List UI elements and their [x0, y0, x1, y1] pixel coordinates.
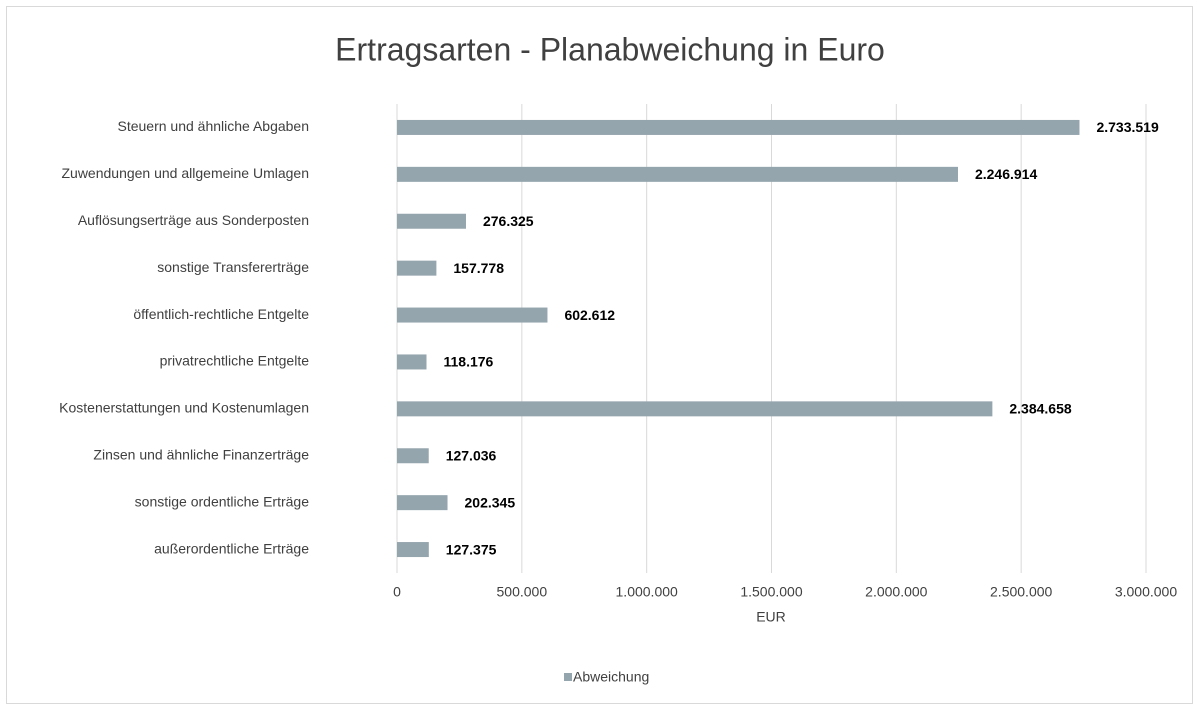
- x-tick-label: 1.500.000: [740, 584, 802, 600]
- x-tick-label: 1.000.000: [616, 584, 678, 600]
- value-label: 2.384.658: [1009, 401, 1071, 417]
- bar: [397, 213, 466, 229]
- y-tick-label: außerordentliche Erträge: [154, 540, 309, 556]
- bar: [397, 542, 429, 558]
- value-label: 2.246.914: [975, 166, 1037, 182]
- x-tick-label: 2.500.000: [990, 584, 1052, 600]
- value-label: 127.036: [446, 447, 497, 463]
- value-label: 202.345: [465, 494, 516, 510]
- bar: [397, 354, 427, 370]
- x-tick-label: 3.000.000: [1115, 584, 1177, 600]
- legend-swatch: [564, 673, 572, 681]
- bar: [397, 495, 448, 511]
- bar: [397, 307, 548, 323]
- value-label: 157.778: [453, 260, 504, 276]
- y-tick-label: Auflösungserträge aus Sonderposten: [78, 212, 309, 228]
- x-tick-label: 0: [393, 584, 401, 600]
- y-tick-label: Kostenerstattungen und Kostenumlagen: [59, 400, 309, 416]
- y-tick-label: öffentlich-rechtliche Entgelte: [133, 306, 309, 322]
- bar: [397, 260, 437, 276]
- y-tick-label: privatrechtliche Entgelte: [160, 353, 310, 369]
- x-tick-label: 500.000: [497, 584, 548, 600]
- bar: [397, 448, 429, 464]
- bar: [397, 119, 1080, 135]
- x-tick-label: 2.000.000: [865, 584, 927, 600]
- bar: [397, 401, 993, 417]
- value-label: 602.612: [564, 307, 615, 323]
- x-axis-label: EUR: [756, 609, 786, 625]
- legend-label: Abweichung: [573, 669, 649, 685]
- y-tick-label: Zuwendungen und allgemeine Umlagen: [61, 165, 309, 181]
- chart-title: Ertragsarten - Planabweichung in Euro: [335, 31, 885, 67]
- y-tick-label: Zinsen und ähnliche Finanzerträge: [93, 446, 309, 462]
- value-label: 127.375: [446, 541, 497, 557]
- value-label: 118.176: [444, 354, 494, 370]
- y-tick-label: Steuern und ähnliche Abgaben: [118, 118, 310, 134]
- value-label: 2.733.519: [1096, 119, 1158, 135]
- y-tick-label: sonstige ordentliche Erträge: [135, 493, 310, 509]
- y-tick-label: sonstige Transfererträge: [157, 259, 309, 275]
- bar: [397, 166, 958, 182]
- value-label: 276.325: [483, 213, 534, 229]
